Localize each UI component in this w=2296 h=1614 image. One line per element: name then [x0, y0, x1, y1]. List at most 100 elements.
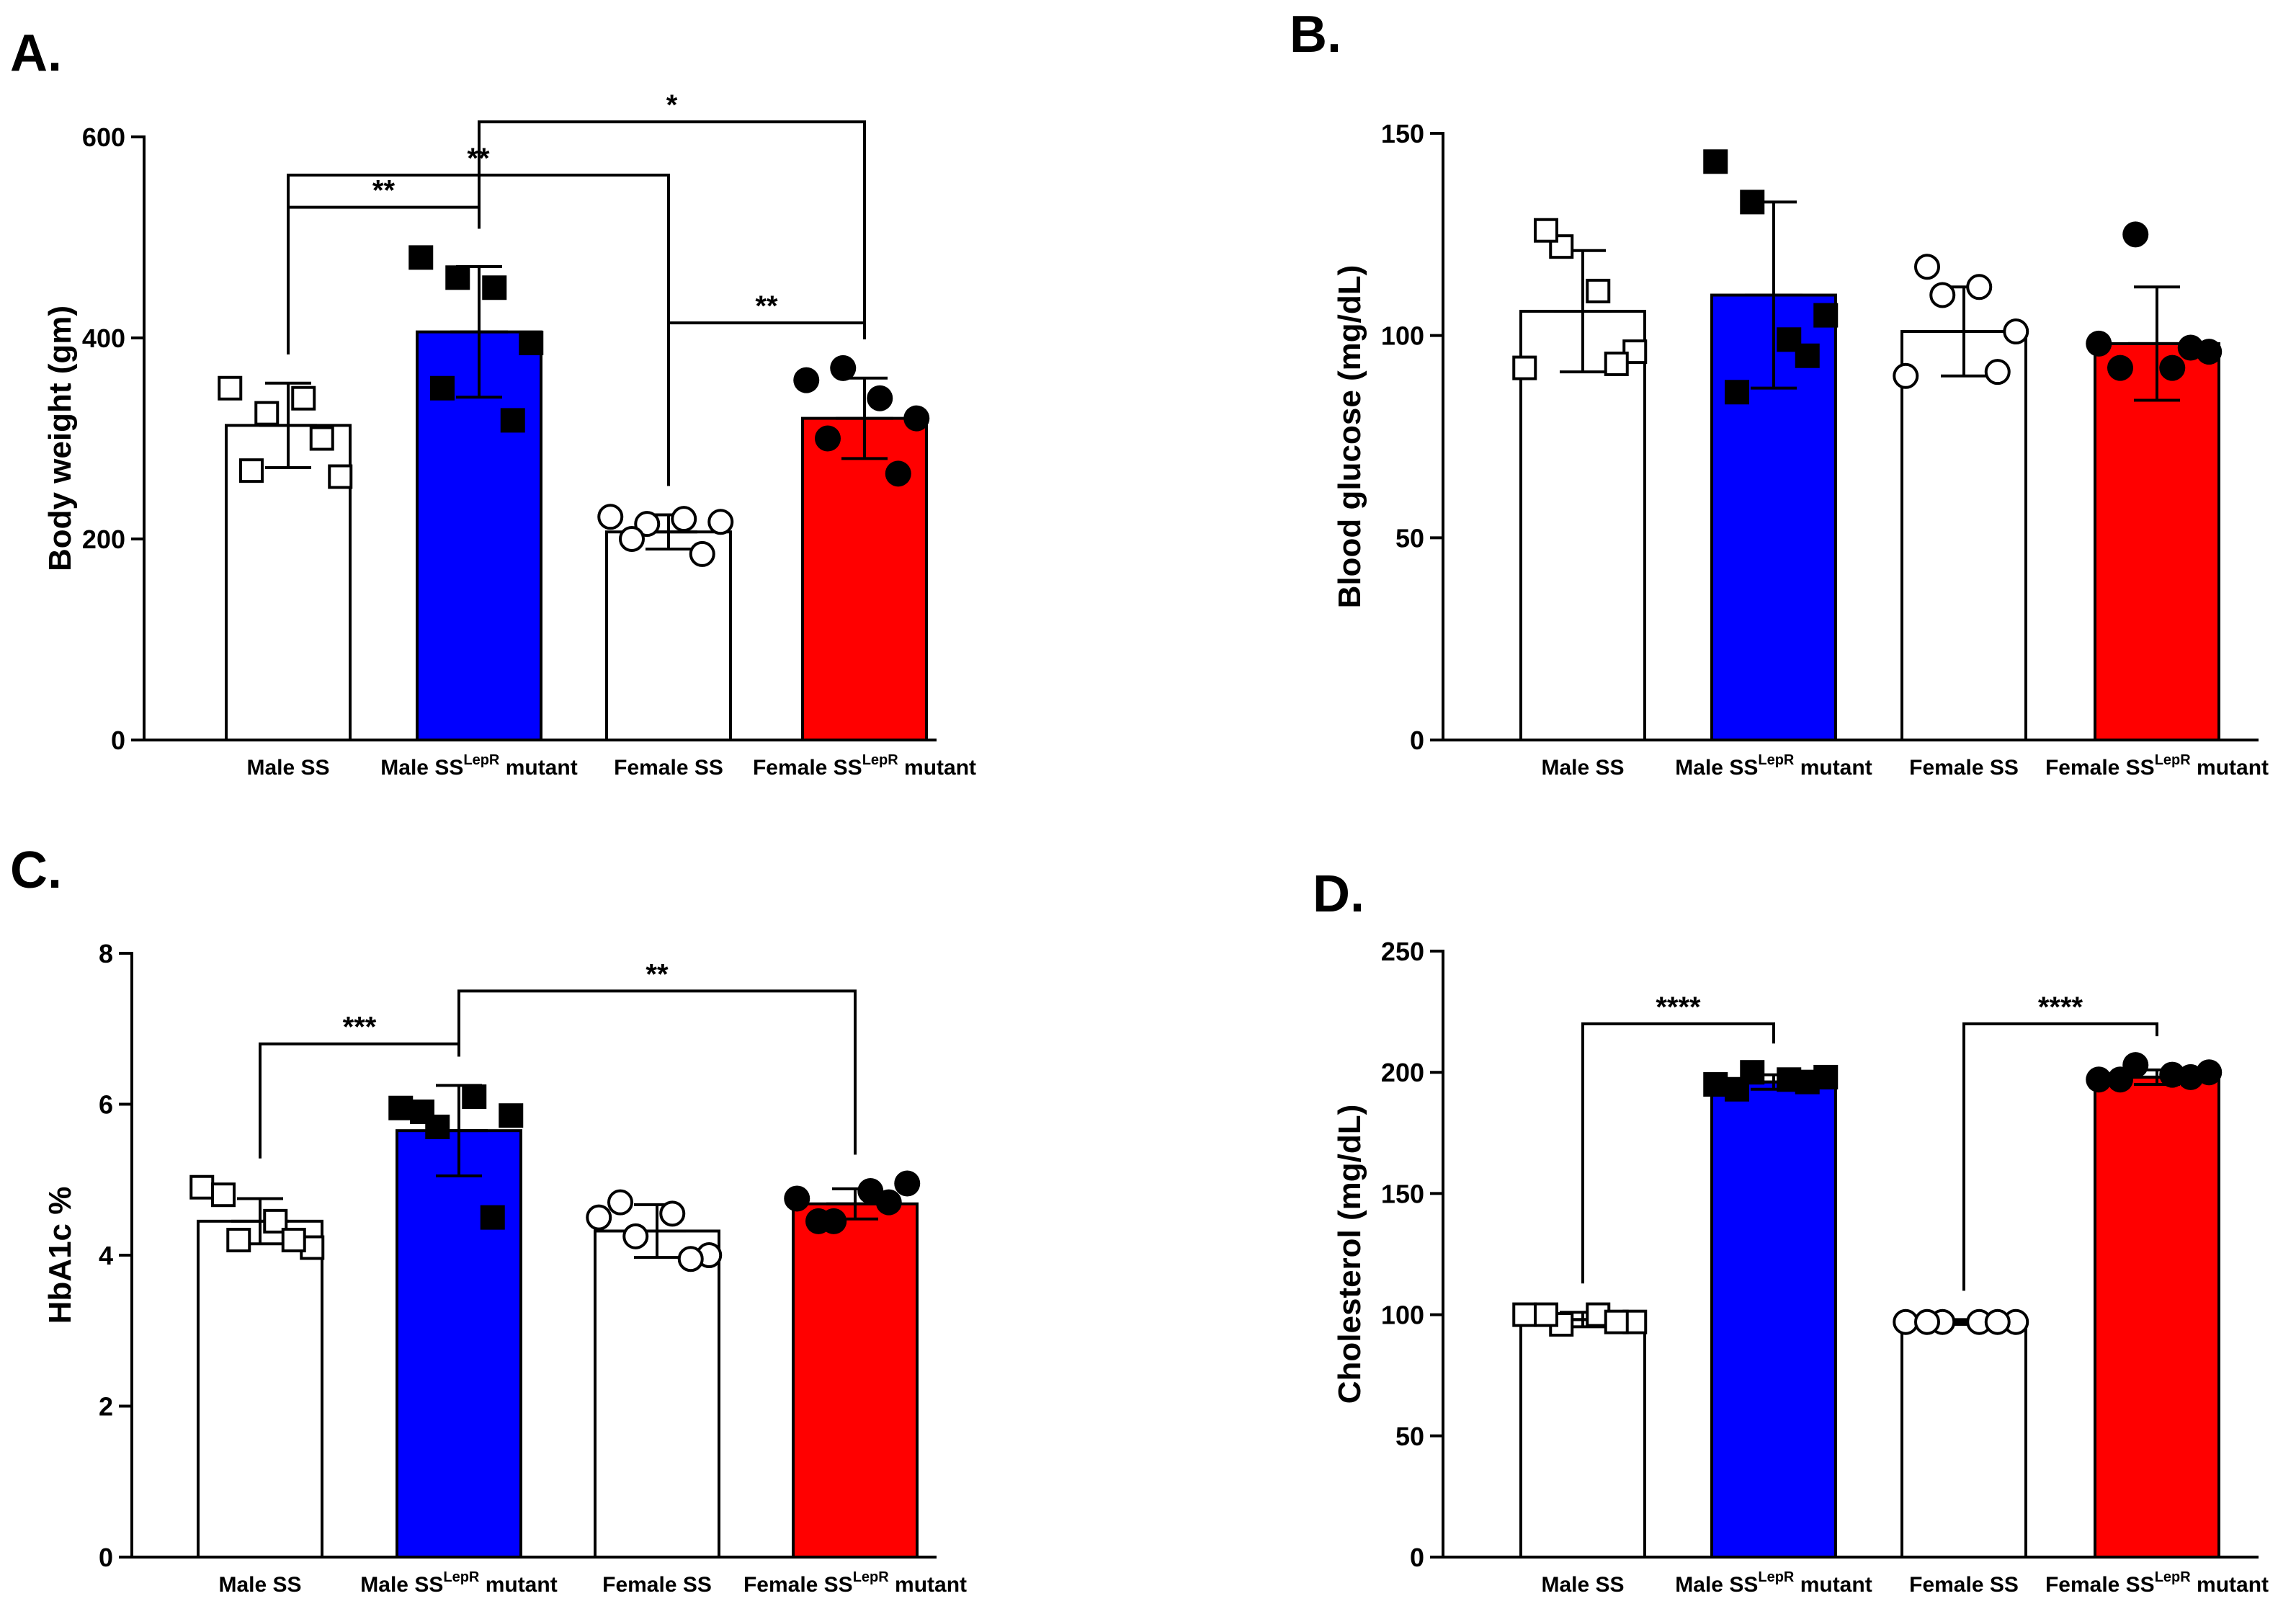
data-point	[445, 265, 470, 290]
data-point	[875, 1189, 902, 1216]
category-label: Female SSLepR mutant	[2045, 752, 2269, 780]
data-point	[707, 509, 734, 535]
y-axis-title: Cholesterol (mg/dL)	[1332, 1105, 1367, 1404]
y-axis-title: Body weight (gm)	[43, 306, 78, 571]
data-point	[1914, 1308, 1940, 1335]
data-point	[218, 375, 243, 401]
data-point	[226, 1228, 251, 1253]
data-point	[2086, 330, 2112, 357]
data-point	[1795, 1069, 1820, 1094]
data-point	[2122, 221, 2149, 248]
data-point	[480, 1205, 505, 1230]
data-point	[254, 401, 280, 426]
y-tick-label: 8	[99, 939, 113, 968]
data-point	[239, 458, 264, 483]
data-point	[281, 1228, 306, 1253]
data-point	[815, 425, 841, 452]
data-point	[1725, 380, 1749, 405]
significance-bracket	[1581, 1022, 1775, 1284]
data-point	[830, 355, 857, 381]
data-point	[2107, 355, 2133, 381]
data-point	[1914, 254, 1940, 280]
y-tick-label: 50	[1395, 1422, 1424, 1451]
category-label: Female SSLepR mutant	[743, 1569, 967, 1597]
data-point	[1534, 218, 1558, 243]
data-point	[597, 504, 624, 530]
y-tick-label: 150	[1381, 1179, 1424, 1208]
data-point	[671, 506, 697, 532]
category-label: Male SSLepR mutant	[1675, 1569, 1872, 1597]
data-point	[519, 330, 544, 355]
bar	[396, 1129, 522, 1559]
data-point	[619, 526, 645, 552]
data-point	[1534, 1302, 1558, 1327]
data-point	[408, 245, 434, 270]
data-point	[1966, 274, 1993, 300]
data-point	[659, 1200, 686, 1227]
data-point	[291, 385, 316, 411]
y-tick-label: 150	[1381, 119, 1424, 148]
chart-panel-4: D. 0 50 100 150 200 250 Cholesterol (mg/dL) Male…	[1313, 865, 2269, 1597]
y-tick-label: 200	[82, 525, 125, 554]
data-point	[677, 1246, 704, 1272]
panel-letter: A.	[10, 24, 62, 82]
y-tick-label: 2	[99, 1392, 113, 1422]
y-tick-label: 600	[82, 122, 125, 152]
data-point	[2177, 1064, 2204, 1090]
y-tick-label: 100	[1381, 321, 1424, 351]
panel-letter: D.	[1313, 865, 1364, 923]
data-point	[189, 1174, 215, 1200]
significance-bracket	[457, 989, 857, 1155]
significance-label: ****	[1656, 991, 1701, 1023]
data-point	[1740, 190, 1765, 215]
data-point	[263, 1208, 288, 1234]
data-point	[1795, 343, 1820, 368]
data-point	[2107, 1066, 2133, 1093]
data-point	[1893, 1308, 1919, 1335]
data-point	[211, 1182, 236, 1208]
data-point	[1929, 282, 1956, 308]
chart-panel-3: C. 0 2 4 6 8 HbA1c % Male SS Male SSLepR mutant F…	[10, 842, 967, 1597]
data-point	[482, 275, 507, 300]
significance-label: **	[755, 290, 778, 322]
data-point	[634, 511, 661, 538]
chart-panel-2: B. 0 50 100 150 Blood glucose (mg/dL) Male SS M…	[1290, 6, 2269, 780]
category-label: Female SS	[1909, 1573, 2019, 1597]
y-tick-label: 0	[1410, 726, 1424, 755]
data-point	[1703, 1072, 1728, 1097]
data-point	[805, 1208, 831, 1234]
data-point	[328, 464, 353, 489]
significance-label: ****	[2038, 991, 2083, 1023]
bar	[1900, 1320, 2027, 1559]
data-point	[607, 1189, 633, 1216]
y-tick-label: 250	[1381, 937, 1424, 966]
y-tick-label: 0	[1410, 1543, 1424, 1572]
data-point	[499, 1103, 524, 1128]
category-label: Male SS	[1541, 1573, 1624, 1597]
category-label: Female SS	[1909, 756, 2019, 780]
y-tick-label: 0	[99, 1543, 113, 1572]
data-point	[894, 1170, 921, 1197]
bar	[2094, 1075, 2220, 1559]
data-point	[2086, 1066, 2112, 1093]
category-label: Male SSLepR mutant	[380, 752, 577, 780]
bar	[1710, 1080, 1837, 1559]
y-tick-label: 6	[99, 1090, 113, 1120]
significance-bracket	[478, 120, 866, 339]
y-tick-label: 100	[1381, 1301, 1424, 1330]
bar	[2094, 342, 2220, 742]
panel-letter: C.	[10, 842, 62, 899]
bar	[1519, 309, 1646, 741]
data-point	[586, 1204, 612, 1231]
data-point	[410, 1099, 434, 1124]
bar	[1900, 330, 2027, 741]
data-point	[903, 405, 930, 432]
category-label: Male SS	[1541, 756, 1624, 780]
category-label: Male SSLepR mutant	[1675, 752, 1872, 780]
data-point	[1512, 1302, 1537, 1327]
data-point	[309, 426, 334, 451]
data-point	[1586, 278, 1611, 303]
significance-bracket	[1962, 1022, 2158, 1291]
significance-label: *	[666, 89, 678, 121]
